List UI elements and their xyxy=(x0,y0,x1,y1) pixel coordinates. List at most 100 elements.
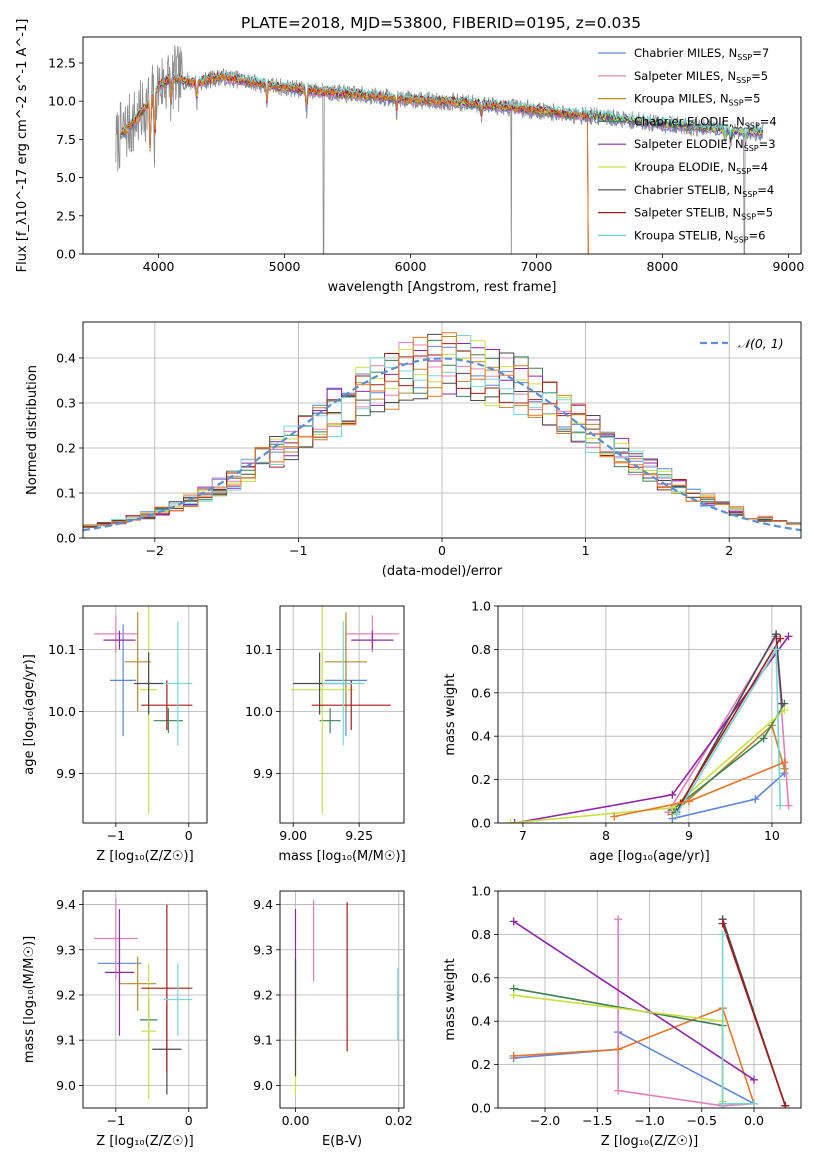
errorbar-point xyxy=(124,612,151,712)
y-tick-label: 9.1 xyxy=(56,1033,76,1048)
x-axis-label: Z [log₁₀(Z/Z☉)] xyxy=(96,1134,193,1149)
series-marker xyxy=(781,1101,790,1108)
series-line-kroupa-stelib xyxy=(721,934,754,1105)
series-marker xyxy=(780,758,789,767)
series-lines xyxy=(506,630,793,823)
y-axis-label: mass weight xyxy=(443,958,458,1040)
series-marker xyxy=(509,917,518,926)
legend-entry: Kroupa ELODIE, NSSP=4 xyxy=(634,160,768,176)
series-line-salpeter-elodie xyxy=(514,635,790,823)
y-axis-label: Flux [f_λ10^-17 erg cm^-2 s^-1 A^-1] xyxy=(15,19,30,273)
y-tick-label: 9.4 xyxy=(56,897,76,912)
y-axis-label: mass [log₁₀(M/M☉)] xyxy=(22,936,37,1063)
series-marker xyxy=(610,812,619,821)
series-line-kroupa-elodie xyxy=(510,709,785,823)
histogram-orange xyxy=(83,332,801,529)
legend-entry: Chabrier ELODIE, NSSP=4 xyxy=(634,114,777,130)
x-axis-label: Z [log₁₀(Z/Z☉)] xyxy=(96,849,193,864)
grid-lines xyxy=(280,891,404,1108)
spectrum-lines xyxy=(115,44,764,254)
errorbar-point xyxy=(319,708,341,734)
series-marker xyxy=(784,632,793,641)
y-tick-label: 9.9 xyxy=(56,766,76,781)
axes-frame xyxy=(279,890,405,1109)
x-tick-label: 0 xyxy=(185,828,193,843)
x-tick-label: −1.5 xyxy=(582,1113,612,1128)
y-tick-label: 9.0 xyxy=(253,1078,273,1093)
legend-entry: Salpeter STELIB, NSSP=5 xyxy=(634,206,773,222)
errorbar-point xyxy=(109,624,137,737)
errorbar-point xyxy=(311,680,391,730)
x-axis-label: wavelength [Angstrom, rest frame] xyxy=(328,280,557,295)
x-tick-label: 2 xyxy=(725,543,733,558)
errorbar-point xyxy=(134,652,164,715)
series-marker xyxy=(772,630,781,639)
residuals-panel: −2 −1 0 1 2 0.0 0.1 0.2 0.3 0.4 (data-model)/error… xyxy=(25,321,802,579)
y-tick-label: 0.3 xyxy=(56,396,76,411)
y-tick-label: 0.2 xyxy=(56,441,76,456)
x-axis-label: Z [log₁₀(Z/Z☉)] xyxy=(601,1134,698,1149)
legend-entry: 𝒩(0, 1) xyxy=(738,336,784,351)
y-tick-label: 5.0 xyxy=(56,170,76,185)
spectrum-panel: 4000 5000 6000 7000 8000 9000 0.0 2.5 5.0 7.5 10.0… xyxy=(15,19,804,295)
series-marker xyxy=(749,1099,758,1108)
x-tick-label: 0.02 xyxy=(385,1113,413,1128)
errorbar-point xyxy=(141,963,156,1099)
y-tick-label: 10.0 xyxy=(48,704,76,719)
errorbar-point xyxy=(103,630,136,650)
axes-frame xyxy=(497,605,802,824)
x-tick-label: −2.0 xyxy=(530,1113,560,1128)
legend-entry: Chabrier STELIB, NSSP=4 xyxy=(634,183,774,199)
axes-frame xyxy=(497,890,802,1109)
series-marker xyxy=(509,991,518,1000)
series-lines xyxy=(509,915,790,1108)
x-tick-label: 10 xyxy=(764,828,780,843)
age-vs-mass-panel: 9.00 9.25 9.9 10.0 10.1 mass [log₁₀(M/M☉)] xyxy=(245,605,406,864)
mass-vs-z-panel: −1 0 9.0 9.1 9.2 9.3 9.4 Z [log₁₀(Z/Z☉)] mass [l… xyxy=(22,890,208,1149)
error-bars xyxy=(294,900,399,1095)
model-spectrum-kroupa-stelib xyxy=(120,70,764,145)
y-tick-label: 0.1 xyxy=(56,486,76,501)
histograms xyxy=(83,332,801,532)
x-tick-label: −0.5 xyxy=(687,1113,717,1128)
model-spectrum-kroupa-miles xyxy=(120,74,589,254)
series-marker xyxy=(506,819,515,823)
x-tick-label: 7 xyxy=(519,828,527,843)
x-tick-label: 9 xyxy=(685,828,693,843)
errorbar-point xyxy=(119,956,156,1011)
x-tick-label: −1 xyxy=(107,1113,125,1128)
y-tick-label: 9.0 xyxy=(56,1078,76,1093)
series-marker xyxy=(751,795,760,804)
series-marker xyxy=(718,930,727,939)
x-tick-label: 7000 xyxy=(521,259,553,274)
y-tick-label: 0.2 xyxy=(471,772,491,787)
y-tick-label: 1.0 xyxy=(471,884,491,899)
y-tick-label: 10.1 xyxy=(245,642,273,657)
errorbar-point xyxy=(163,963,193,1036)
series-marker xyxy=(510,819,519,823)
series-marker xyxy=(718,919,727,928)
y-tick-label: 7.5 xyxy=(56,132,76,147)
model-spectrum-chabrier-stelib xyxy=(120,72,764,146)
y-tick-label: 9.3 xyxy=(253,942,273,957)
series-marker xyxy=(776,634,785,643)
x-axis-label: E(B-V) xyxy=(322,1134,362,1149)
x-tick-label: 0.00 xyxy=(282,1113,310,1128)
y-axis-label: age [log₁₀(age/yr)] xyxy=(22,654,37,775)
y-tick-label: 9.9 xyxy=(253,766,273,781)
series-line-salpeter-miles xyxy=(617,919,755,1107)
model-spectrum-salpeter-elodie xyxy=(120,73,764,147)
errorbar-point xyxy=(93,615,138,653)
grid-lines xyxy=(83,606,207,823)
errorbar-point xyxy=(93,897,138,980)
errorbar-point xyxy=(322,621,365,746)
model-spectrum-salpeter-stelib xyxy=(120,71,589,254)
y-tick-label: 9.3 xyxy=(56,942,76,957)
x-tick-label: −2 xyxy=(146,543,164,558)
y-tick-label: 0.2 xyxy=(471,1057,491,1072)
y-tick-label: 0.8 xyxy=(471,927,491,942)
errorbar-point xyxy=(104,909,135,1036)
axes-frame xyxy=(279,605,405,824)
series-marker xyxy=(784,801,793,810)
y-tick-label: 9.4 xyxy=(253,897,273,912)
